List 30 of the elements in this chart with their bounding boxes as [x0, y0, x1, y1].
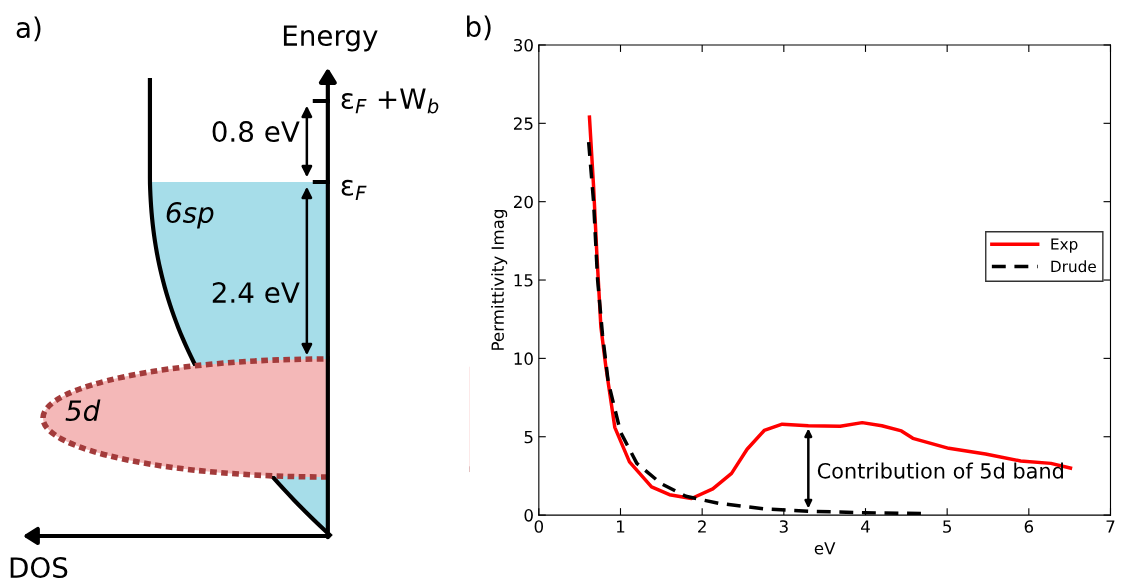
y-tick-label: 20 [513, 195, 533, 209]
text: 5d [65, 399, 101, 422]
x-tick-label: 2 [698, 520, 706, 533]
annotation: Contribution of 5d band [817, 462, 1063, 479]
text: a) [16, 16, 41, 42]
text: ε$_{F}$ +W$_{b}$ [341, 88, 439, 114]
chart-title: b) [467, 15, 491, 41]
legend-label: Drude [1051, 260, 1096, 273]
y-tick-label: 5 [524, 430, 533, 444]
y-axis-title: Permittivity Imag [491, 210, 508, 350]
y-tick-label: 15 [514, 274, 533, 287]
x-tick-label: 5 [943, 520, 952, 533]
x-tick-label: 4 [861, 520, 870, 533]
x-tick-label: 0 [534, 520, 544, 533]
y-tick-label: 10 [514, 352, 533, 365]
text: 0.8 eV [212, 121, 300, 143]
text: Energy [283, 25, 378, 52]
text: ε$_{F}$ [341, 179, 367, 200]
legend-label: Exp [1051, 238, 1078, 253]
y-tick-label: 30 [514, 38, 533, 52]
x-tick-label: 3 [779, 520, 788, 533]
text: 6sp [166, 202, 214, 229]
x-tick-label: 7 [1106, 520, 1115, 533]
text: 2.4 eV [212, 282, 300, 304]
text: DOS [10, 557, 68, 579]
x-tick-label: 1 [617, 520, 625, 533]
y-tick-label: 0 [524, 509, 533, 522]
y-tick-label: 25 [513, 117, 533, 130]
x-tick-label: 6 [1024, 520, 1034, 533]
x-axis-title: eV [814, 542, 836, 555]
